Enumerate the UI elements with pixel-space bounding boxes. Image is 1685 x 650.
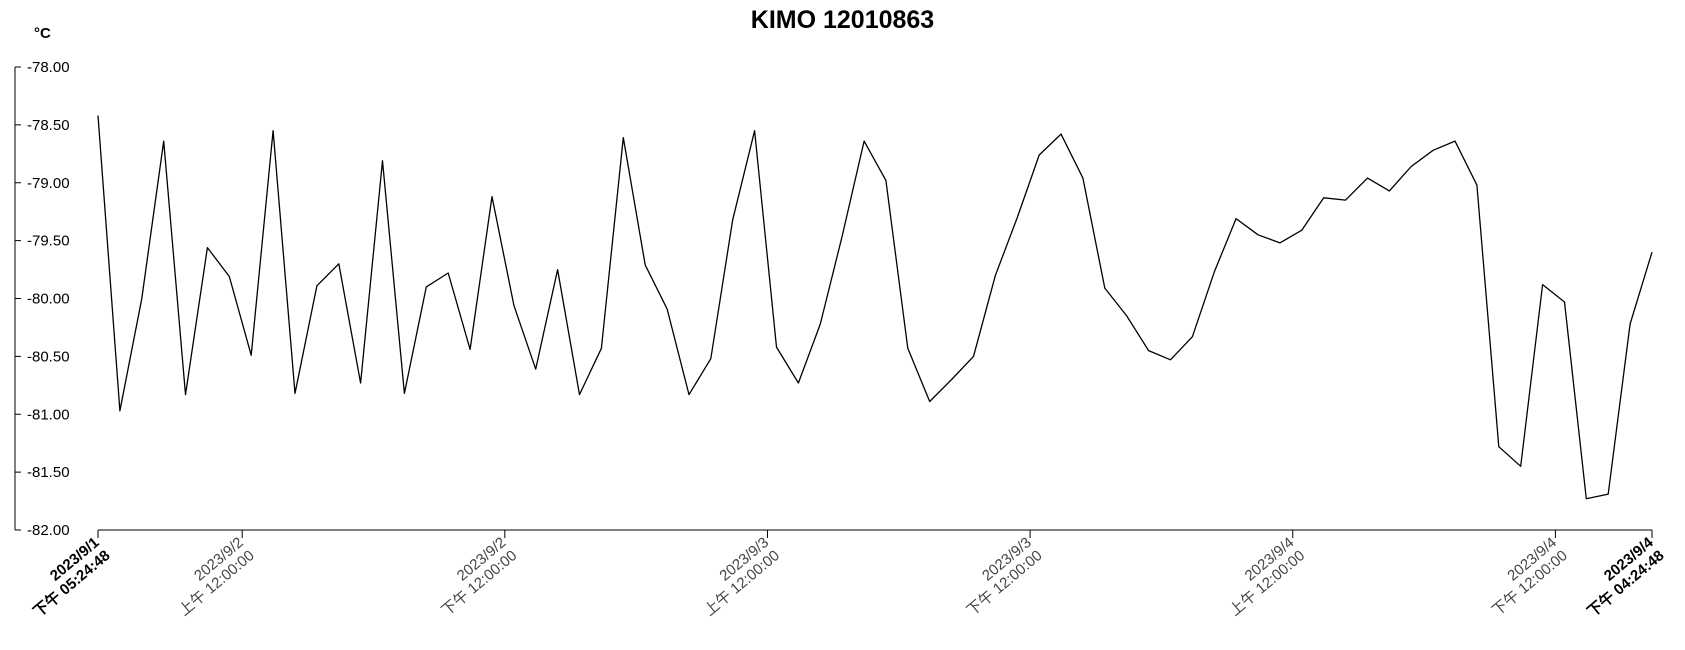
- data-point: [972, 355, 974, 357]
- data-point: [1563, 301, 1565, 303]
- data-point: [206, 246, 208, 248]
- data-point: [775, 346, 777, 348]
- y-tick-label: -80.50: [27, 348, 70, 365]
- data-point: [1432, 149, 1434, 151]
- data-point: [1454, 140, 1456, 142]
- data-point: [797, 382, 799, 384]
- data-point: [622, 136, 624, 138]
- data-point: [1126, 315, 1128, 317]
- x-tick-label: 2023/9/4下午 12:00:00: [1489, 534, 1571, 620]
- data-point: [491, 195, 493, 197]
- data-point: [1388, 190, 1390, 192]
- data-point: [1082, 177, 1084, 179]
- data-point: [272, 129, 274, 131]
- data-point: [732, 219, 734, 221]
- temperature-series-line: [97, 115, 1653, 500]
- data-point: [338, 263, 340, 265]
- data-point: [1016, 216, 1018, 218]
- data-point: [600, 347, 602, 349]
- data-point: [1301, 229, 1303, 231]
- data-point: [885, 179, 887, 181]
- data-point: [1060, 133, 1062, 135]
- data-point: [535, 368, 537, 370]
- data-point: [1629, 323, 1631, 325]
- data-point: [1322, 197, 1324, 199]
- data-point: [1585, 498, 1587, 500]
- data-point: [863, 140, 865, 142]
- data-point: [1410, 165, 1412, 167]
- data-point: [1366, 177, 1368, 179]
- data-point: [929, 400, 931, 402]
- x-tick-label: 2023/9/3下午 12:00:00: [964, 534, 1046, 620]
- data-point: [950, 378, 952, 380]
- x-tick-label: 2023/9/4下午 04:24:48: [1584, 534, 1668, 621]
- data-point: [162, 140, 164, 142]
- data-point: [513, 304, 515, 306]
- data-point: [1191, 335, 1193, 337]
- data-point: [710, 357, 712, 359]
- y-axis: -78.00 -78.50 -79.00 -79.50 -80.00 -80.50 -81.…: [14, 59, 70, 539]
- x-axis: 2023/9/1下午 05:24:48 2023/9/2上午 12:00:00 20…: [30, 529, 1668, 621]
- chart-title: KIMO 12010863: [750, 6, 935, 34]
- data-point: [688, 393, 690, 395]
- data-point: [994, 274, 996, 276]
- data-point: [403, 392, 405, 394]
- data-point: [644, 264, 646, 266]
- x-tick-label: 2023/9/4上午 12:00:00: [1226, 534, 1308, 620]
- y-tick-label: -78.00: [27, 59, 70, 76]
- y-tick-label: -81.50: [27, 464, 70, 481]
- data-point: [469, 348, 471, 350]
- data-point: [1498, 445, 1500, 447]
- data-point: [1541, 283, 1543, 285]
- x-tick-label: 2023/9/2上午 12:00:00: [176, 534, 258, 620]
- data-point: [381, 160, 383, 162]
- x-tick-label: 2023/9/3上午 12:00:00: [701, 534, 783, 620]
- data-point: [359, 382, 361, 384]
- data-point: [141, 297, 143, 299]
- data-point: [316, 285, 318, 287]
- data-point: [907, 347, 909, 349]
- data-point: [1104, 287, 1106, 289]
- data-point: [819, 323, 821, 325]
- data-point: [1651, 251, 1653, 253]
- y-tick-label: -79.00: [27, 175, 70, 192]
- data-point: [228, 275, 230, 277]
- data-point: [1147, 349, 1149, 351]
- y-tick-label: -80.00: [27, 291, 70, 308]
- y-tick-label: -79.50: [27, 233, 70, 250]
- data-point: [1257, 234, 1259, 236]
- data-point: [294, 392, 296, 394]
- data-point: [556, 268, 558, 270]
- y-tick-label: -82.00: [27, 522, 70, 539]
- data-point: [447, 272, 449, 274]
- plot-area: [97, 114, 1653, 500]
- y-tick-label: -81.00: [27, 406, 70, 423]
- data-point: [1607, 493, 1609, 495]
- data-point: [666, 308, 668, 310]
- data-point: [1519, 465, 1521, 467]
- data-point: [250, 354, 252, 356]
- x-tick-label: 2023/9/2下午 12:00:00: [438, 534, 520, 620]
- data-point: [97, 114, 99, 116]
- data-point: [1235, 217, 1237, 219]
- data-point: [1476, 184, 1478, 186]
- data-point: [753, 129, 755, 131]
- data-point: [1279, 242, 1281, 244]
- data-point: [1038, 154, 1040, 156]
- data-point: [578, 393, 580, 395]
- data-point: [841, 235, 843, 237]
- data-point: [425, 286, 427, 288]
- data-point: [1169, 359, 1171, 361]
- data-point: [119, 410, 121, 412]
- y-axis-unit-label: °C: [34, 25, 51, 42]
- y-tick-label: -78.50: [27, 117, 70, 134]
- data-point: [184, 393, 186, 395]
- data-point: [1344, 199, 1346, 201]
- x-tick-label: 2023/9/1下午 05:24:48: [30, 534, 114, 621]
- data-point: [1213, 271, 1215, 273]
